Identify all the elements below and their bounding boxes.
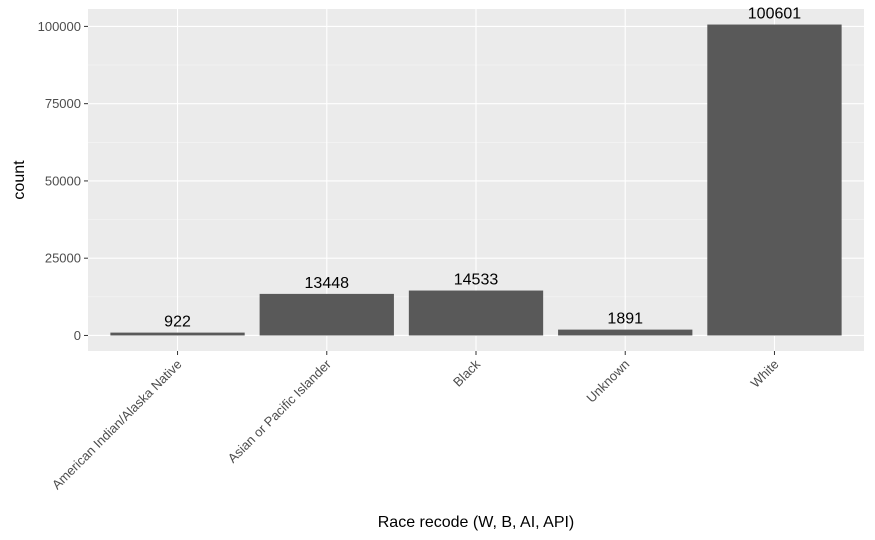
bar: [408, 290, 544, 336]
bar: [707, 24, 842, 336]
x-tick-label: Black: [450, 356, 483, 389]
y-tick-label: 75000: [45, 96, 81, 111]
x-axis: American Indian/Alaska Native Asian or Pa…: [49, 351, 782, 492]
x-tick-label: American Indian/Alaska Native: [49, 357, 185, 493]
data-label: 100601: [748, 6, 801, 23]
y-axis-title: count: [11, 160, 28, 200]
y-tick-label: 100000: [38, 19, 81, 34]
y-axis: 0 25000 50000 75000 100000: [38, 19, 88, 343]
y-tick-label: 0: [74, 328, 81, 343]
x-axis-title: Race recode (W, B, AI, API): [378, 514, 575, 531]
bar: [110, 332, 245, 336]
x-tick-label: White: [747, 357, 781, 391]
x-tick-label: Asian or Pacific Islander: [225, 356, 335, 466]
data-label: 1891: [607, 311, 643, 328]
data-label: 13448: [305, 275, 350, 292]
bar: [259, 293, 394, 336]
y-tick-label: 50000: [45, 173, 81, 188]
bars: [110, 24, 842, 336]
bar: [558, 329, 693, 336]
y-tick-label: 25000: [45, 251, 81, 266]
data-label: 14533: [454, 272, 499, 289]
x-tick-label: Unknown: [583, 357, 632, 406]
data-labels: 922 13448 14533 1891 100601: [164, 6, 801, 331]
data-label: 922: [164, 314, 191, 331]
